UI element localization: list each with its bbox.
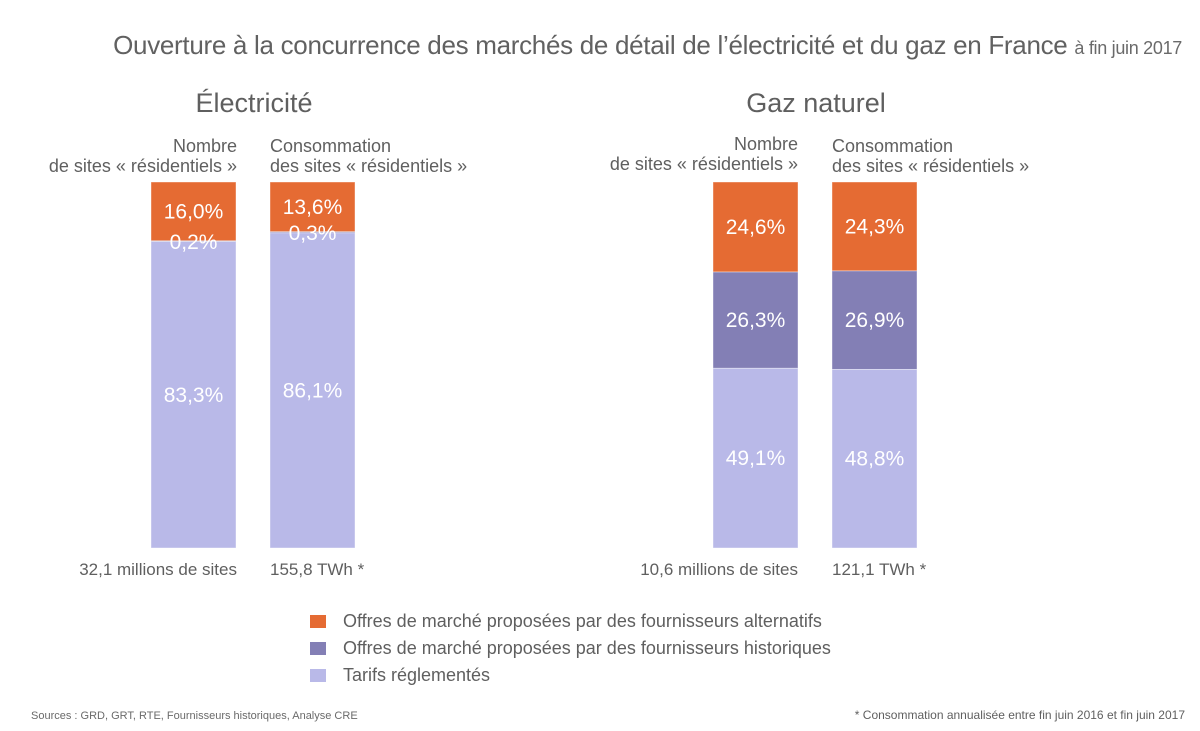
- total-label-gaz-nombre: 10,6 millions de sites: [640, 560, 798, 579]
- legend-label: Tarifs réglementés: [343, 665, 491, 685]
- column-label-gaz-nombre: Nombre de sites « résidentiels »: [610, 134, 798, 174]
- group-title-electricite: Électricité: [195, 88, 313, 118]
- data-label-historiques: 0,2%: [170, 231, 218, 254]
- legend-label: Offres de marché proposées par des fourn…: [343, 611, 822, 631]
- column-label-line2: de sites « résidentiels »: [609, 154, 798, 174]
- column-label-elec-nombre: Nombre de sites « résidentiels »: [49, 136, 237, 176]
- data-label-historiques: 26,3%: [726, 309, 786, 332]
- total-label-elec-consommation: 155,8 TWh *: [270, 560, 365, 579]
- legend-swatch-historiques: [310, 642, 326, 655]
- legend-item-alternatifs: Offres de marché proposées par des fourn…: [310, 608, 831, 635]
- data-label-alternatifs: 24,6%: [726, 216, 786, 239]
- legend-item-historiques: Offres de marché proposées par des fourn…: [310, 635, 831, 662]
- bar-segment-historiques: [712, 271, 799, 369]
- column-label-gaz-consommation: Consommation des sites « résidentiels »: [832, 136, 1029, 176]
- chart-title-sub: à fin juin 2017: [1074, 38, 1182, 58]
- source-note: Sources : GRD, GRT, RTE, Fournisseurs hi…: [31, 710, 358, 722]
- chart-title-main: Ouverture à la concurrence des marchés d…: [113, 30, 1068, 60]
- bar-segment-historiques: [831, 270, 918, 370]
- column-label-line2: de sites « résidentiels »: [48, 156, 237, 176]
- data-label-alternatifs: 16,0%: [164, 200, 224, 223]
- bar-segment-alternatifs: [150, 181, 237, 242]
- legend-label: Offres de marché proposées par des fourn…: [343, 638, 831, 658]
- data-label-alternatifs: 24,3%: [845, 215, 905, 238]
- bar-segment-tarifs: [712, 367, 799, 549]
- bar-segment-tarifs: [150, 241, 237, 549]
- column-label-line1: Nombre: [733, 134, 798, 154]
- column-label-line2: des sites « résidentiels »: [270, 156, 468, 176]
- bar-segment-tarifs: [269, 232, 356, 549]
- total-label-elec-nombre: 32,1 millions de sites: [79, 560, 237, 579]
- data-label-historiques: 26,9%: [845, 309, 905, 332]
- legend: Offres de marché proposées par des fourn…: [310, 608, 831, 689]
- bar-segment-tarifs: [831, 368, 918, 549]
- column-label-line2: des sites « résidentiels »: [832, 156, 1030, 176]
- column-label-line1: Consommation: [832, 136, 954, 156]
- legend-swatch-tarifs: [310, 669, 326, 682]
- column-label-elec-consommation: Consommation des sites « résidentiels »: [270, 136, 467, 176]
- group-title-gaz: Gaz naturel: [746, 88, 886, 118]
- column-label-line1: Consommation: [270, 136, 392, 156]
- chart-title: Ouverture à la concurrence des marchés d…: [0, 30, 1182, 61]
- footnote: * Consommation annualisée entre fin juin…: [854, 708, 1185, 722]
- legend-swatch-alternatifs: [310, 615, 326, 628]
- total-label-gaz-consommation: 121,1 TWh *: [832, 560, 927, 579]
- bar-segment-alternatifs: [269, 181, 356, 233]
- legend-item-tarifs: Tarifs réglementés: [310, 662, 831, 689]
- bar-segment-alternatifs: [712, 181, 799, 273]
- data-label-tarifs: 86,1%: [283, 379, 343, 402]
- data-label-tarifs: 83,3%: [164, 384, 224, 407]
- data-label-tarifs: 49,1%: [726, 447, 786, 470]
- column-label-line1: Nombre: [172, 136, 237, 156]
- data-label-tarifs: 48,8%: [845, 448, 905, 471]
- data-label-historiques: 0,3%: [289, 222, 337, 245]
- data-label-alternatifs: 13,6%: [283, 196, 343, 219]
